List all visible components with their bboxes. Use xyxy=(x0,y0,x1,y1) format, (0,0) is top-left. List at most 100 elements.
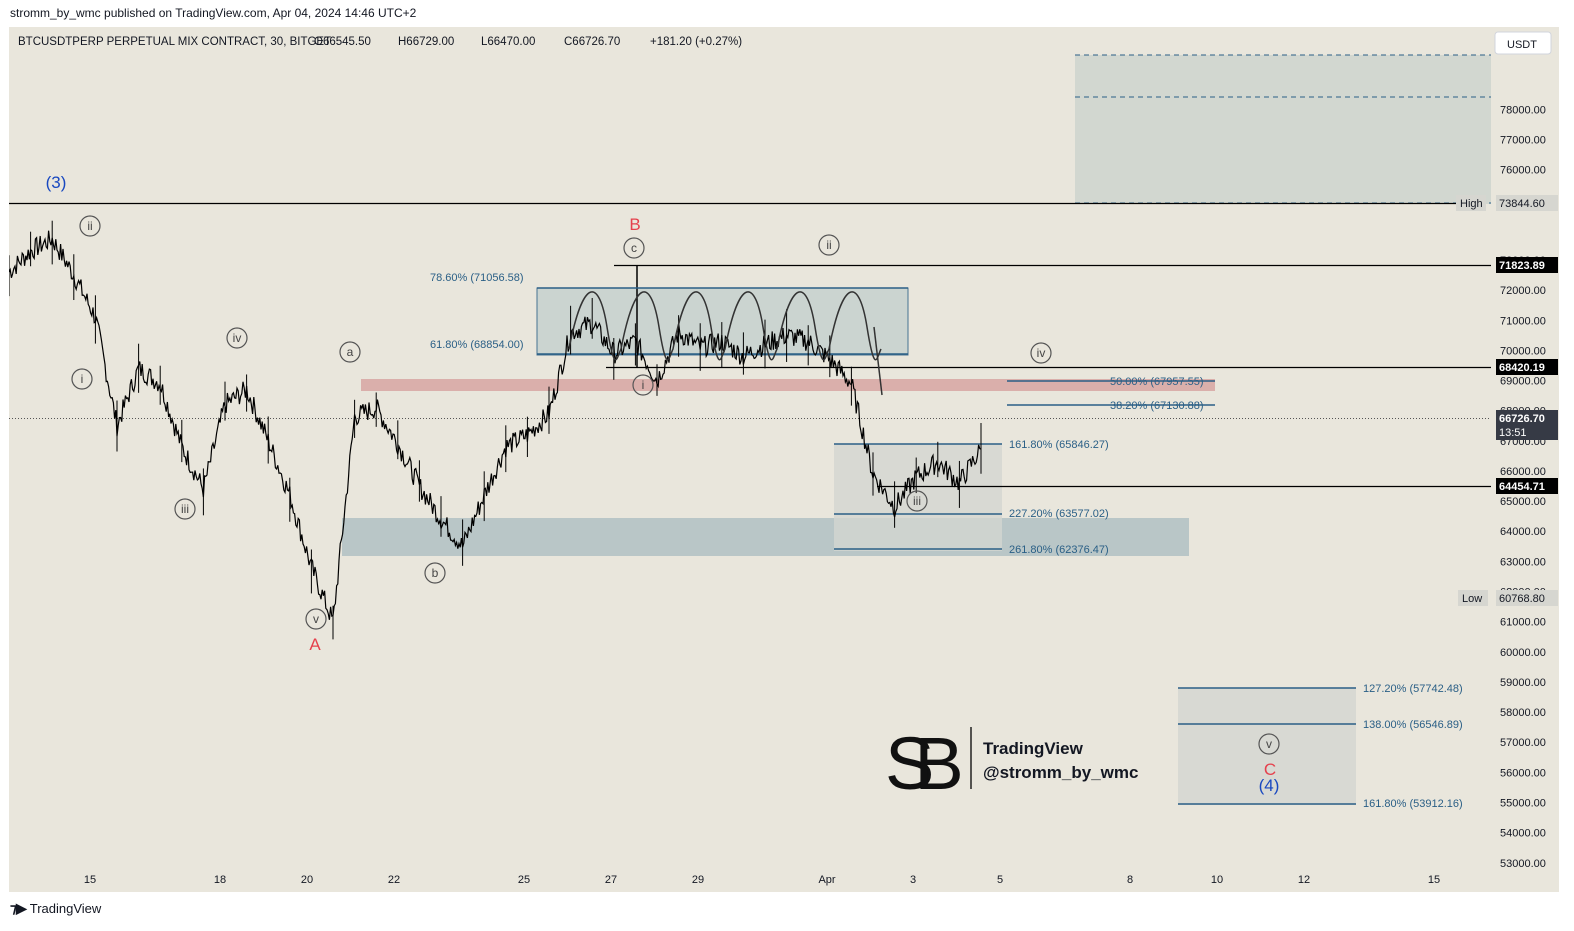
fib-label-1: 61.80% (68854.00) xyxy=(430,339,524,351)
wave-label-circle xyxy=(1258,733,1280,755)
x-tick-8: 3 xyxy=(910,874,916,886)
price-badge-1 xyxy=(1496,257,1558,273)
wave-label-4: iii xyxy=(181,502,189,516)
currency-label: USDT xyxy=(1507,39,1537,51)
wave-label-circle xyxy=(906,490,928,512)
price-badge-5 xyxy=(1496,590,1558,606)
x-tick-2: 20 xyxy=(301,874,313,886)
target-zone xyxy=(1075,55,1491,204)
wave-label-15: v xyxy=(1266,737,1272,751)
fib-label-8: 138.00% (56546.89) xyxy=(1363,719,1463,731)
x-tick-5: 27 xyxy=(605,874,617,886)
wave-label-circle xyxy=(71,368,93,390)
wave-label-0: (3) xyxy=(46,173,67,192)
levels-layer xyxy=(9,202,1491,805)
price-badge-2 xyxy=(1496,359,1558,375)
wave-label-circle xyxy=(632,374,654,396)
axes-layer: 78000.0077000.0076000.0075000.0073000.00… xyxy=(84,27,1559,892)
x-tick-12: 12 xyxy=(1298,874,1310,886)
ohlc-readout: O66545.50 H66729.00 L66470.00 C66726.70 … xyxy=(314,36,742,48)
high-value: H66729.00 xyxy=(398,36,454,48)
open-value: O66545.50 xyxy=(314,36,371,48)
x-tick-7: Apr xyxy=(818,874,835,886)
x-tick-11: 10 xyxy=(1211,874,1223,886)
annotations-layer: 78.60% (71056.58) 61.80% (68854.00) 50.00%… xyxy=(46,173,1463,810)
price-badge-value-3: 66726.70 xyxy=(1499,413,1545,425)
badge-tag-5: Low xyxy=(1462,593,1482,605)
watermark-logo: SB xyxy=(885,722,960,805)
wave-label-7: A xyxy=(309,635,321,654)
wave-label-3: iv xyxy=(233,331,242,345)
wave-label-circle xyxy=(1030,342,1052,364)
countdown: 13:51 xyxy=(1499,427,1527,439)
chart-frame[interactable]: 78.60% (71056.58) 61.80% (68854.00) 50.00%… xyxy=(9,27,1559,892)
y-tick-17: 60000.00 xyxy=(1500,647,1546,659)
close-value: C66726.70 xyxy=(564,36,620,48)
y-tick-13: 64000.00 xyxy=(1500,526,1546,538)
wave-label-circle xyxy=(226,327,248,349)
change-value: +181.20 (+0.27%) xyxy=(650,36,742,48)
price-chart[interactable]: 78.60% (71056.58) 61.80% (68854.00) 50.00%… xyxy=(9,27,1559,892)
wave-label-circle xyxy=(305,608,327,630)
x-tick-10: 8 xyxy=(1127,874,1133,886)
symbol-header: BTCUSDTPERP PERPETUAL MIX CONTRACT, 30, … xyxy=(18,36,331,48)
price-badge-3 xyxy=(1496,410,1558,440)
zones-layer xyxy=(342,54,1491,805)
price-axis[interactable] xyxy=(1491,27,1559,892)
badge-tag-0: High xyxy=(1460,198,1483,210)
wave-label-16: C xyxy=(1264,760,1276,779)
wave-label-circle xyxy=(339,341,361,363)
price-badge-value-0: 73844.60 xyxy=(1499,198,1545,210)
price-badge-0 xyxy=(1496,195,1558,211)
y-tick-12: 65000.00 xyxy=(1500,496,1546,508)
wave-label-5: a xyxy=(347,345,354,359)
tradingview-logo-icon: ⁊▶ xyxy=(10,900,27,916)
wave-label-circle xyxy=(623,237,645,259)
fib-label-6: 261.80% (62376.47) xyxy=(1009,544,1109,556)
wave-label-9: B xyxy=(629,215,640,234)
badge-tag-bg xyxy=(1456,195,1486,211)
resistance-zone xyxy=(361,379,1215,391)
wave-label-17: (4) xyxy=(1259,776,1280,795)
wave-label-10: c xyxy=(631,241,637,255)
y-tick-21: 56000.00 xyxy=(1500,767,1546,779)
projection-wave xyxy=(568,291,882,361)
y-tick-11: 66000.00 xyxy=(1500,466,1546,478)
x-tick-9: 5 xyxy=(997,874,1003,886)
wave-label-14: iii xyxy=(913,494,921,508)
price-badge-value-2: 68420.19 xyxy=(1499,362,1545,374)
publish-info: stromm_by_wmc published on TradingView.c… xyxy=(10,6,417,20)
y-tick-18: 59000.00 xyxy=(1500,677,1546,689)
projection-drop xyxy=(873,326,883,396)
wave-label-6: v xyxy=(313,612,319,626)
watermark: SB TradingView @stromm_by_wmc xyxy=(885,722,1138,805)
fib-label-2: 50.00% (67957.55) xyxy=(1110,376,1204,388)
fib-label-9: 161.80% (53912.16) xyxy=(1363,798,1463,810)
y-tick-1: 77000.00 xyxy=(1500,134,1546,146)
y-tick-14: 63000.00 xyxy=(1500,556,1546,568)
fib-label-0: 78.60% (71056.58) xyxy=(430,272,524,284)
x-tick-3: 22 xyxy=(388,874,400,886)
support-zone xyxy=(342,518,1189,556)
price-badge-4 xyxy=(1496,478,1558,494)
wave-label-12: ii xyxy=(826,238,831,252)
y-tick-5: 72000.00 xyxy=(1500,285,1546,297)
footer: ⁊▶ TradingView xyxy=(10,900,101,917)
price-badge-value-5: 60768.80 xyxy=(1499,593,1545,605)
fib-target-box xyxy=(1178,688,1356,805)
x-tick-1: 18 xyxy=(214,874,226,886)
currency-button[interactable] xyxy=(1494,31,1552,55)
price-badge-value-1: 71823.89 xyxy=(1499,260,1545,272)
wave-label-13: iv xyxy=(1037,346,1046,360)
watermark-handle: @stromm_by_wmc xyxy=(983,763,1138,782)
wave-label-circle xyxy=(424,562,446,584)
fib-label-5: 227.20% (63577.02) xyxy=(1009,508,1109,520)
wave-label-circle xyxy=(174,498,196,520)
y-tick-19: 58000.00 xyxy=(1500,707,1546,719)
y-tick-6: 71000.00 xyxy=(1500,315,1546,327)
y-tick-16: 61000.00 xyxy=(1500,617,1546,629)
x-tick-13: 15 xyxy=(1428,874,1440,886)
watermark-brand: TradingView xyxy=(983,739,1084,758)
price-badge-value-4: 64454.71 xyxy=(1499,481,1545,493)
badge-tag-bg xyxy=(1458,590,1488,606)
